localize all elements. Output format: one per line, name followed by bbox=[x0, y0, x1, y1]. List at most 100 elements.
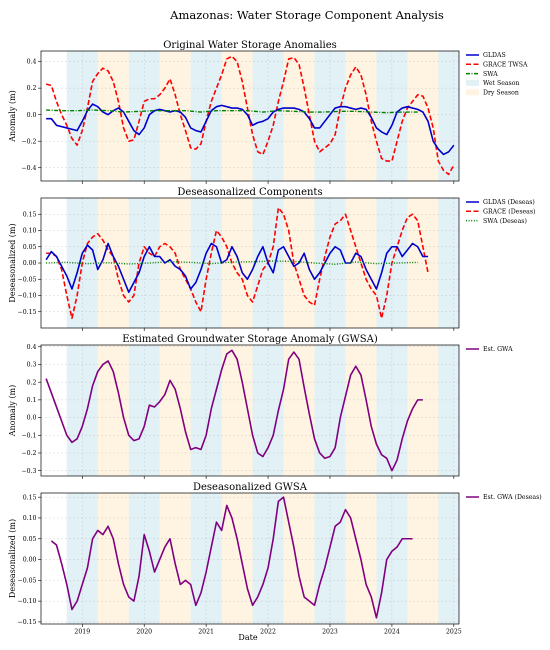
legend: GLDAS GRACE TWSA SWA Wet Season Dry Season bbox=[466, 52, 528, 96]
y-tick-label: −0.2 bbox=[21, 138, 36, 145]
axes-frame bbox=[40, 50, 460, 182]
y-tick-label: 0.00 bbox=[23, 557, 37, 564]
series-line-grace bbox=[46, 206, 429, 320]
panels: −0.4 −0.2 0.0 0.2 0.4 Original Water Storage … bbox=[8, 40, 542, 636]
x-tick-label: 2020 bbox=[136, 629, 152, 636]
panel-title: Deseasonalized GWSA bbox=[193, 482, 308, 493]
legend-label-dry: Dry Season bbox=[483, 89, 519, 96]
wet-season-band bbox=[438, 51, 459, 181]
y-tick-label: −0.10 bbox=[18, 293, 37, 300]
wet-season-band bbox=[438, 493, 459, 624]
dry-season-band bbox=[407, 51, 439, 181]
y-tick-label: 0.2 bbox=[27, 85, 37, 92]
legend: GLDAS (Deseas) GRACE (Deseas) SWA (Deseas) bbox=[466, 199, 535, 225]
y-axis-label: Anomaly (m) bbox=[8, 90, 17, 143]
y-tick-label: 0.0 bbox=[27, 415, 37, 422]
series-line-gldas bbox=[45, 242, 429, 294]
legend-label-gldas: GLDAS bbox=[483, 52, 506, 59]
series-line-gwa bbox=[45, 349, 423, 472]
axes-frame bbox=[40, 492, 460, 625]
series-line-grace bbox=[45, 55, 455, 176]
panel-4: −0.15 −0.10 −0.05 0.00 0.05 0.10 0.15 2019 2020 2… bbox=[8, 482, 542, 636]
series-lines bbox=[45, 349, 423, 472]
y-tick-label: 0.05 bbox=[23, 536, 37, 543]
y-tick-label: −0.3 bbox=[21, 468, 36, 475]
panel-1: −0.4 −0.2 0.0 0.2 0.4 Original Water Storage … bbox=[8, 40, 528, 184]
dry-season-band bbox=[97, 345, 129, 476]
y-tick-label: −0.10 bbox=[18, 598, 37, 605]
series-lines bbox=[45, 206, 429, 320]
y-axis-label: Anomaly (m) bbox=[8, 385, 17, 438]
season-bands bbox=[66, 493, 459, 624]
series-line-swa bbox=[46, 109, 418, 114]
dry-season-band bbox=[97, 493, 129, 624]
legend: Est. GWA bbox=[466, 346, 513, 353]
grid bbox=[41, 51, 459, 181]
legend-label-wet: Wet Season bbox=[483, 80, 519, 87]
figure-title: Amazonas: Water Storage Component Analys… bbox=[169, 8, 444, 22]
series-line-gldas bbox=[46, 103, 455, 156]
y-tick-label: −0.1 bbox=[21, 432, 36, 439]
dry-season-band bbox=[97, 51, 129, 181]
x-axis-label: Date bbox=[238, 633, 257, 642]
panel-2: −0.15 −0.10 −0.05 0.00 0.05 0.10 0.15 Deseasona… bbox=[8, 187, 535, 331]
legend-swatch-dry bbox=[466, 89, 479, 96]
y-tick-label: −0.15 bbox=[18, 619, 37, 626]
y-tick-label: −0.4 bbox=[21, 165, 36, 172]
dry-season-band bbox=[159, 51, 191, 181]
x-tick-label: 2024 bbox=[384, 629, 400, 636]
dry-season-band bbox=[407, 493, 439, 624]
y-tick-label: 0.05 bbox=[23, 244, 37, 251]
grid bbox=[41, 493, 459, 624]
legend: Est. GWA (Deseas) bbox=[466, 494, 542, 501]
y-tick-label: 0.10 bbox=[23, 228, 37, 235]
legend-label-gldas: GLDAS (Deseas) bbox=[483, 199, 535, 206]
y-tick-label: −0.05 bbox=[18, 276, 37, 283]
dry-season-band bbox=[159, 493, 191, 624]
legend-label-swa: SWA bbox=[483, 71, 498, 78]
y-tick-label: 0.0 bbox=[27, 112, 37, 119]
y-tick-label: −0.05 bbox=[18, 577, 37, 584]
legend-label-swa: SWA (Deseas) bbox=[483, 218, 527, 225]
dry-season-band bbox=[345, 345, 377, 476]
series-line-gwa bbox=[50, 496, 413, 619]
y-tick-label: 0.2 bbox=[27, 379, 37, 386]
x-tick-label: 2019 bbox=[74, 629, 90, 636]
panel-title: Deseasonalized Components bbox=[177, 187, 322, 198]
dry-season-band bbox=[221, 493, 253, 624]
x-tick-label: 2025 bbox=[446, 629, 462, 636]
y-tick-label: −0.15 bbox=[18, 309, 37, 316]
y-tick-label: 0.4 bbox=[27, 344, 37, 351]
y-tick-label: −0.2 bbox=[21, 450, 36, 457]
axes-frame bbox=[40, 344, 460, 477]
y-axis-label: Deseasonalized (m) bbox=[8, 223, 17, 302]
x-tick-label: 2023 bbox=[322, 629, 338, 636]
dry-season-band bbox=[159, 345, 191, 476]
dry-season-band bbox=[283, 493, 315, 624]
series-lines bbox=[50, 496, 413, 619]
legend-label-grace: GRACE (Deseas) bbox=[483, 209, 535, 216]
legend-label-grace: GRACE TWSA bbox=[483, 62, 528, 69]
panel-title: Estimated Groundwater Storage Anomaly (G… bbox=[122, 334, 378, 345]
y-tick-label: 0.15 bbox=[23, 211, 37, 218]
y-tick-label: 0.00 bbox=[23, 260, 37, 267]
series-line-swa bbox=[46, 260, 418, 265]
legend-label-gwa: Est. GWA bbox=[483, 346, 513, 353]
y-tick-label: 0.3 bbox=[27, 362, 37, 369]
panel-title: Original Water Storage Anomalies bbox=[163, 40, 337, 51]
x-tick-label: 2022 bbox=[260, 629, 276, 636]
y-axis-label: Deseasonalized (m) bbox=[8, 519, 17, 598]
y-tick-label: 0.4 bbox=[27, 59, 37, 66]
y-tick-label: 0.15 bbox=[23, 494, 37, 501]
legend-swatch-wet bbox=[466, 79, 479, 86]
y-tick-label: 0.10 bbox=[23, 515, 37, 522]
x-tick-label: 2021 bbox=[198, 629, 214, 636]
panel-3: −0.3 −0.2 −0.1 0.0 0.1 0.2 0.3 0.4 Estimated Gro… bbox=[8, 334, 513, 479]
grid bbox=[41, 345, 459, 476]
y-tick-label: 0.1 bbox=[27, 397, 37, 404]
dry-season-band bbox=[345, 51, 377, 181]
legend-label-gwa: Est. GWA (Deseas) bbox=[483, 494, 542, 501]
series-lines bbox=[45, 55, 455, 176]
